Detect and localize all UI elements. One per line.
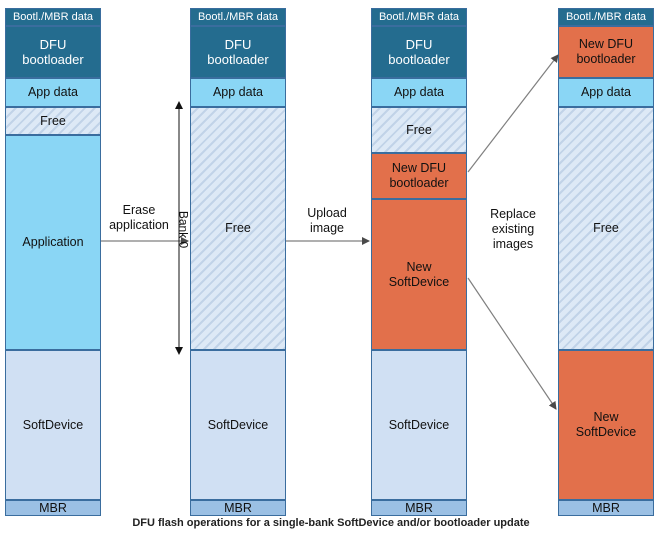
- memory-column-original: Bootl./MBR data DFU bootloader App data …: [5, 8, 101, 516]
- replace-existing-images-label: Replace existing images: [490, 207, 536, 251]
- new-softdevice-block: New SoftDevice: [371, 199, 467, 350]
- dfu-bootloader-block: DFU bootloader: [5, 26, 101, 78]
- memory-column-uploaded: Bootl./MBR data DFU bootloader App data …: [371, 8, 467, 516]
- new-dfu-bootloader-block: New DFU bootloader: [371, 153, 467, 199]
- app-data-block: App data: [371, 78, 467, 107]
- app-data-block: App data: [558, 78, 654, 107]
- softdevice-block: SoftDevice: [5, 350, 101, 500]
- upload-image-label: Upload image: [307, 206, 347, 235]
- memory-column-final: Bootl./MBR data New DFU bootloader App d…: [558, 8, 654, 516]
- free-block: Free: [190, 107, 286, 350]
- memory-column-erased: Bootl./MBR data DFU bootloader App data …: [190, 8, 286, 516]
- bootl-mbr-data-block: Bootl./MBR data: [371, 8, 467, 26]
- mbr-block: MBR: [371, 500, 467, 516]
- mbr-block: MBR: [558, 500, 654, 516]
- app-data-block: App data: [190, 78, 286, 107]
- dfu-bootloader-block: DFU bootloader: [190, 26, 286, 78]
- softdevice-block: SoftDevice: [371, 350, 467, 500]
- bootl-mbr-data-block: Bootl./MBR data: [558, 8, 654, 26]
- mbr-block: MBR: [190, 500, 286, 516]
- new-dfu-bootloader-block: New DFU bootloader: [558, 26, 654, 78]
- app-data-block: App data: [5, 78, 101, 107]
- replace-bootloader-arrow: [467, 54, 559, 173]
- new-softdevice-block: New SoftDevice: [558, 350, 654, 500]
- dfu-bootloader-block: DFU bootloader: [371, 26, 467, 78]
- softdevice-block: SoftDevice: [190, 350, 286, 500]
- figure-caption: DFU flash operations for a single-bank S…: [132, 517, 530, 529]
- application-block: Application: [5, 135, 101, 350]
- free-block: Free: [558, 107, 654, 350]
- erase-application-label: Erase application: [109, 203, 169, 232]
- mbr-block: MBR: [5, 500, 101, 516]
- bank-0-label: Bank 0: [176, 210, 191, 249]
- replace-softdevice-arrow: [467, 277, 557, 410]
- bootl-mbr-data-block: Bootl./MBR data: [190, 8, 286, 26]
- bootl-mbr-data-block: Bootl./MBR data: [5, 8, 101, 26]
- free-block: Free: [5, 107, 101, 135]
- free-block: Free: [371, 107, 467, 153]
